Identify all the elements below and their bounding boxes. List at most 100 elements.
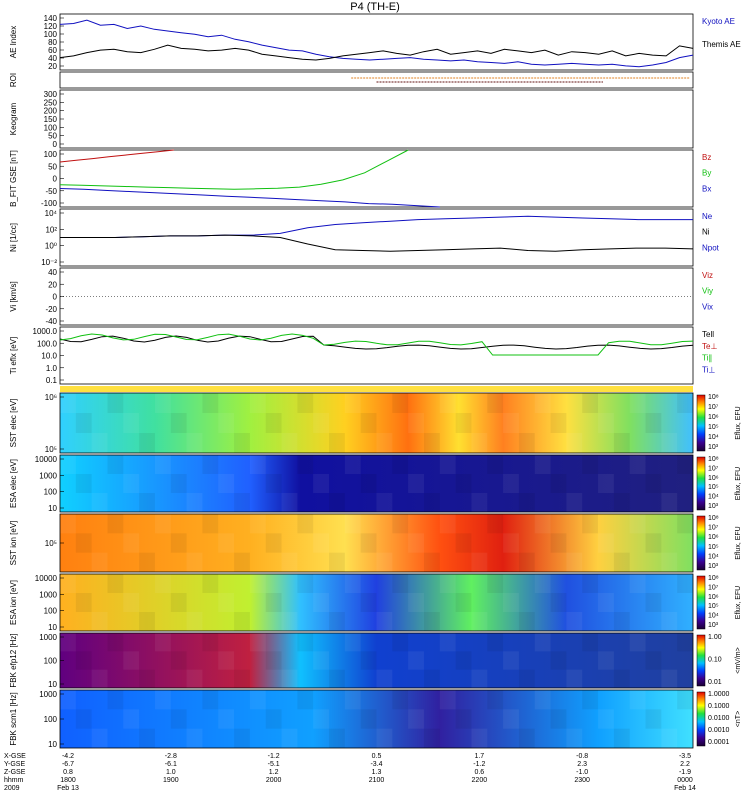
time-axis-value: 2000: [266, 777, 282, 784]
y-tick-label: 40: [48, 54, 57, 63]
y-tick-label: 0.1: [46, 376, 58, 385]
legend-entry: Bz: [702, 153, 711, 162]
heatmap-cell: [598, 413, 614, 433]
heatmap-cell: [566, 493, 583, 512]
heatmap-cell: [154, 690, 171, 710]
heatmap-cell: [518, 669, 535, 688]
heatmap-cell: [60, 393, 76, 413]
heatmap-cell: [281, 612, 298, 631]
heatmap-cell: [629, 393, 646, 413]
heatmap-cell: [313, 651, 330, 670]
heatmap-cell: [123, 709, 140, 729]
time-axis-value: 1.7: [474, 753, 484, 760]
y-axis-label: ESA ion [eV]: [9, 580, 18, 625]
heatmap-cell: [360, 709, 377, 729]
heatmap-cell: [281, 433, 298, 453]
panel-roi: ROI: [9, 71, 694, 89]
panel-ti: Ti eflx [eV] 1000.0 100.0 10.0 1.0 0.1 Tell Te⊥…: [9, 326, 717, 385]
heatmap-cell: [186, 612, 203, 631]
panel-frame: [59, 573, 694, 632]
heatmap-cell: [297, 633, 314, 652]
time-axis-value: -1.2: [473, 761, 485, 768]
heatmap-cell: [455, 533, 472, 553]
y-tick-label: -50: [45, 187, 57, 196]
heatmap-cell: [613, 552, 630, 572]
heatmap-cell: [234, 612, 250, 631]
heatmap-cell: [91, 612, 108, 631]
heatmap-cell: [91, 728, 108, 748]
heatmap-cell: [75, 593, 92, 612]
y-tick-label: 10⁶: [45, 393, 57, 402]
series-line: [60, 234, 694, 252]
time-axis-row-label: 2009: [4, 785, 20, 792]
colorbar: [696, 691, 706, 747]
heatmap-cell: [313, 413, 330, 433]
heatmap-cell: [202, 514, 219, 534]
heatmap-cell: [439, 514, 456, 534]
heatmap-cell: [154, 393, 171, 413]
heatmap-cell: [661, 552, 678, 572]
heatmap-cell: [582, 574, 599, 593]
heatmap-cell: [329, 493, 345, 512]
heatmap-cell: [677, 514, 693, 534]
y-tick-label: 10⁵: [45, 445, 57, 454]
heatmap-cell: [661, 612, 678, 631]
heatmap-cell: [139, 669, 155, 688]
heatmap-cell: [455, 474, 472, 493]
heatmap-cell: [202, 690, 219, 710]
legend-entry: Ti⊥: [702, 365, 715, 374]
heatmap-cell: [75, 413, 92, 433]
y-tick-label: 100: [44, 657, 58, 666]
heatmap-cell: [534, 690, 551, 710]
panel-frame: [59, 454, 694, 513]
panel-bfit: B_FIT GSE [nT] 100 50 0 -50 -100 Bz By Bx: [9, 149, 711, 208]
heatmap-cell: [249, 574, 266, 593]
heatmap-cell: [107, 514, 124, 534]
heatmap-cell: [186, 669, 203, 688]
heatmap-cell: [550, 474, 567, 493]
y-tick-label: 80: [48, 38, 57, 47]
heatmap-cell: [503, 709, 519, 729]
colorbar-tick-label: 10³: [708, 444, 719, 451]
heatmap-cell: [645, 651, 662, 670]
heatmap-cell: [329, 433, 345, 453]
heatmap-cell: [313, 593, 330, 612]
heatmap-cell: [661, 433, 678, 453]
heatmap-cell: [281, 728, 298, 748]
panel-vi: Vi [km/s] 40 20 0 -20 -40 Viz Viy Vix: [9, 267, 713, 326]
heatmap-cell: [503, 474, 519, 493]
heatmap-cell: [265, 593, 282, 612]
y-tick-label: 10⁴: [45, 209, 58, 218]
colorbar-label: Eflux, EFU: [735, 406, 742, 439]
heatmap-cell: [566, 612, 583, 631]
heatmap-cell: [518, 493, 535, 512]
heatmap-cell: [344, 574, 361, 593]
colorbar-tick-label: 0.01: [708, 679, 722, 686]
time-axis-row-label: Z-GSE: [4, 769, 26, 776]
heatmap-cell: [408, 533, 424, 553]
heatmap-cell: [123, 593, 140, 612]
series-line: [59, 188, 440, 208]
heatmap-cell: [139, 433, 155, 453]
heatmap-cell: [598, 533, 614, 553]
heatmap-cell: [439, 633, 456, 652]
heatmap-cell: [550, 709, 567, 729]
heatmap-cell: [202, 455, 219, 474]
heatmap-cell: [487, 393, 504, 413]
y-tick-label: 10000: [35, 574, 58, 583]
heatmap-cell: [265, 709, 282, 729]
heatmap-cell: [392, 393, 409, 413]
y-tick-label: 20: [48, 280, 57, 289]
heatmap-cell: [234, 493, 250, 512]
heatmap-cell: [170, 474, 187, 493]
heatmap-cell: [344, 690, 361, 710]
heatmap-cell: [249, 393, 266, 413]
series-line: [59, 44, 694, 61]
heatmap-cell: [186, 433, 203, 453]
legend-entry: Ni: [702, 228, 710, 237]
colorbar-label: Eflux, EFU: [735, 586, 742, 619]
y-tick-label: 100: [44, 607, 58, 616]
heatmap-fill: [60, 633, 693, 688]
